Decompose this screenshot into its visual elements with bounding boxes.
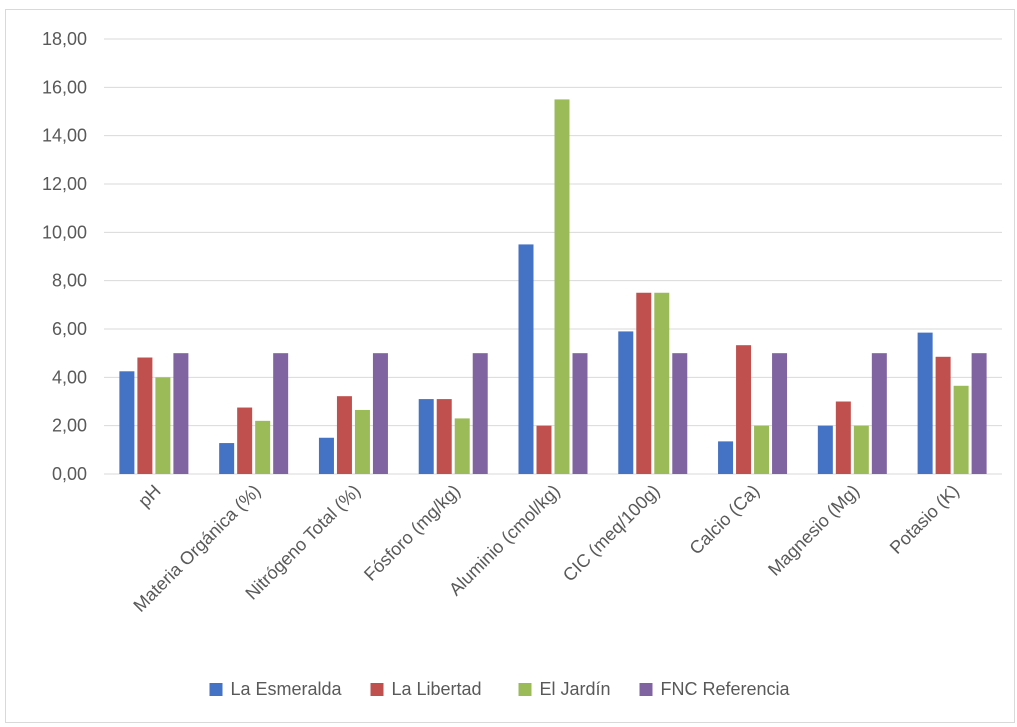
legend-swatch xyxy=(518,683,532,696)
y-tick-label: 14,00 xyxy=(42,126,87,146)
y-tick-label: 18,00 xyxy=(42,29,87,49)
bars xyxy=(119,99,987,475)
legend-label: La Libertad xyxy=(392,679,482,699)
bar-fnc-referencia xyxy=(472,353,488,474)
bar-fnc-referencia xyxy=(672,353,688,474)
bar-la-libertad xyxy=(536,425,552,474)
x-tick-label: pH xyxy=(134,481,164,511)
bar-la-esmeralda xyxy=(219,443,235,474)
x-tick-label: Calcio (Ca) xyxy=(686,481,764,559)
y-axis-ticks: 0,00 2,00 4,00 6,00 8,00 10,00 12,00 14,00 16,00… xyxy=(42,29,87,484)
bar-fnc-referencia xyxy=(772,353,788,474)
y-tick-label: 8,00 xyxy=(52,271,87,291)
x-tick-label: Aluminio (cmol/kg) xyxy=(445,481,564,600)
bar-fnc-referencia xyxy=(572,353,588,474)
bar-la-esmeralda xyxy=(618,331,634,474)
bar-el-jard-n xyxy=(654,292,670,474)
bar-el-jard-n xyxy=(953,385,969,474)
bar-la-esmeralda xyxy=(418,399,434,474)
x-tick-label: CIC (meq/100g) xyxy=(559,481,664,586)
bar-el-jard-n xyxy=(554,99,570,475)
bar-fnc-referencia xyxy=(372,353,388,474)
y-tick-label: 2,00 xyxy=(52,416,87,436)
y-tick-label: 16,00 xyxy=(42,77,87,97)
bar-la-esmeralda xyxy=(817,425,833,474)
legend-item: El Jardín xyxy=(518,679,611,699)
bar-la-libertad xyxy=(736,345,752,474)
bar-la-libertad xyxy=(237,407,253,474)
bar-la-libertad xyxy=(935,356,951,474)
legend-label: FNC Referencia xyxy=(661,679,791,699)
legend-swatch xyxy=(209,683,223,696)
bar-el-jard-n xyxy=(754,425,770,474)
legend-swatch xyxy=(639,683,653,696)
bar-la-libertad xyxy=(636,292,652,474)
chart-frame xyxy=(5,9,1015,723)
legend-label: El Jardín xyxy=(540,679,611,699)
legend-item: La Esmeralda xyxy=(209,679,343,699)
bar-la-esmeralda xyxy=(518,244,534,474)
bar-la-esmeralda xyxy=(917,332,933,474)
y-tick-label: 6,00 xyxy=(52,319,87,339)
legend-label: La Esmeralda xyxy=(231,679,343,699)
bar-fnc-referencia xyxy=(871,353,887,474)
y-tick-label: 12,00 xyxy=(42,174,87,194)
bar-la-libertad xyxy=(835,401,851,474)
bar-la-libertad xyxy=(436,399,452,474)
y-tick-label: 0,00 xyxy=(52,464,87,484)
bar-la-libertad xyxy=(336,396,352,474)
bar-el-jard-n xyxy=(853,425,869,474)
y-tick-label: 10,00 xyxy=(42,222,87,242)
bar-el-jard-n xyxy=(155,377,171,474)
bar-la-esmeralda xyxy=(119,371,135,474)
bar-fnc-referencia xyxy=(173,353,189,474)
bar-el-jard-n xyxy=(454,418,470,474)
x-tick-label: Magnesio (Mg) xyxy=(764,481,863,580)
x-tick-label: Potasio (K) xyxy=(886,481,963,558)
legend-item: La Libertad xyxy=(370,679,482,699)
bar-la-esmeralda xyxy=(318,437,334,474)
x-tick-label: Fósforo (mg/kg) xyxy=(360,481,464,585)
bar-la-libertad xyxy=(137,357,153,474)
bar-fnc-referencia xyxy=(273,353,289,474)
legend: La Esmeralda La Libertad El Jardín FNC Refe… xyxy=(209,679,791,699)
legend-item: FNC Referencia xyxy=(639,679,791,699)
bar-fnc-referencia xyxy=(971,353,987,474)
bar-el-jard-n xyxy=(354,409,370,474)
y-tick-label: 4,00 xyxy=(52,367,87,387)
legend-swatch xyxy=(370,683,384,696)
bar-el-jard-n xyxy=(255,420,271,474)
gridlines xyxy=(104,38,1002,475)
bar-la-esmeralda xyxy=(718,441,734,474)
